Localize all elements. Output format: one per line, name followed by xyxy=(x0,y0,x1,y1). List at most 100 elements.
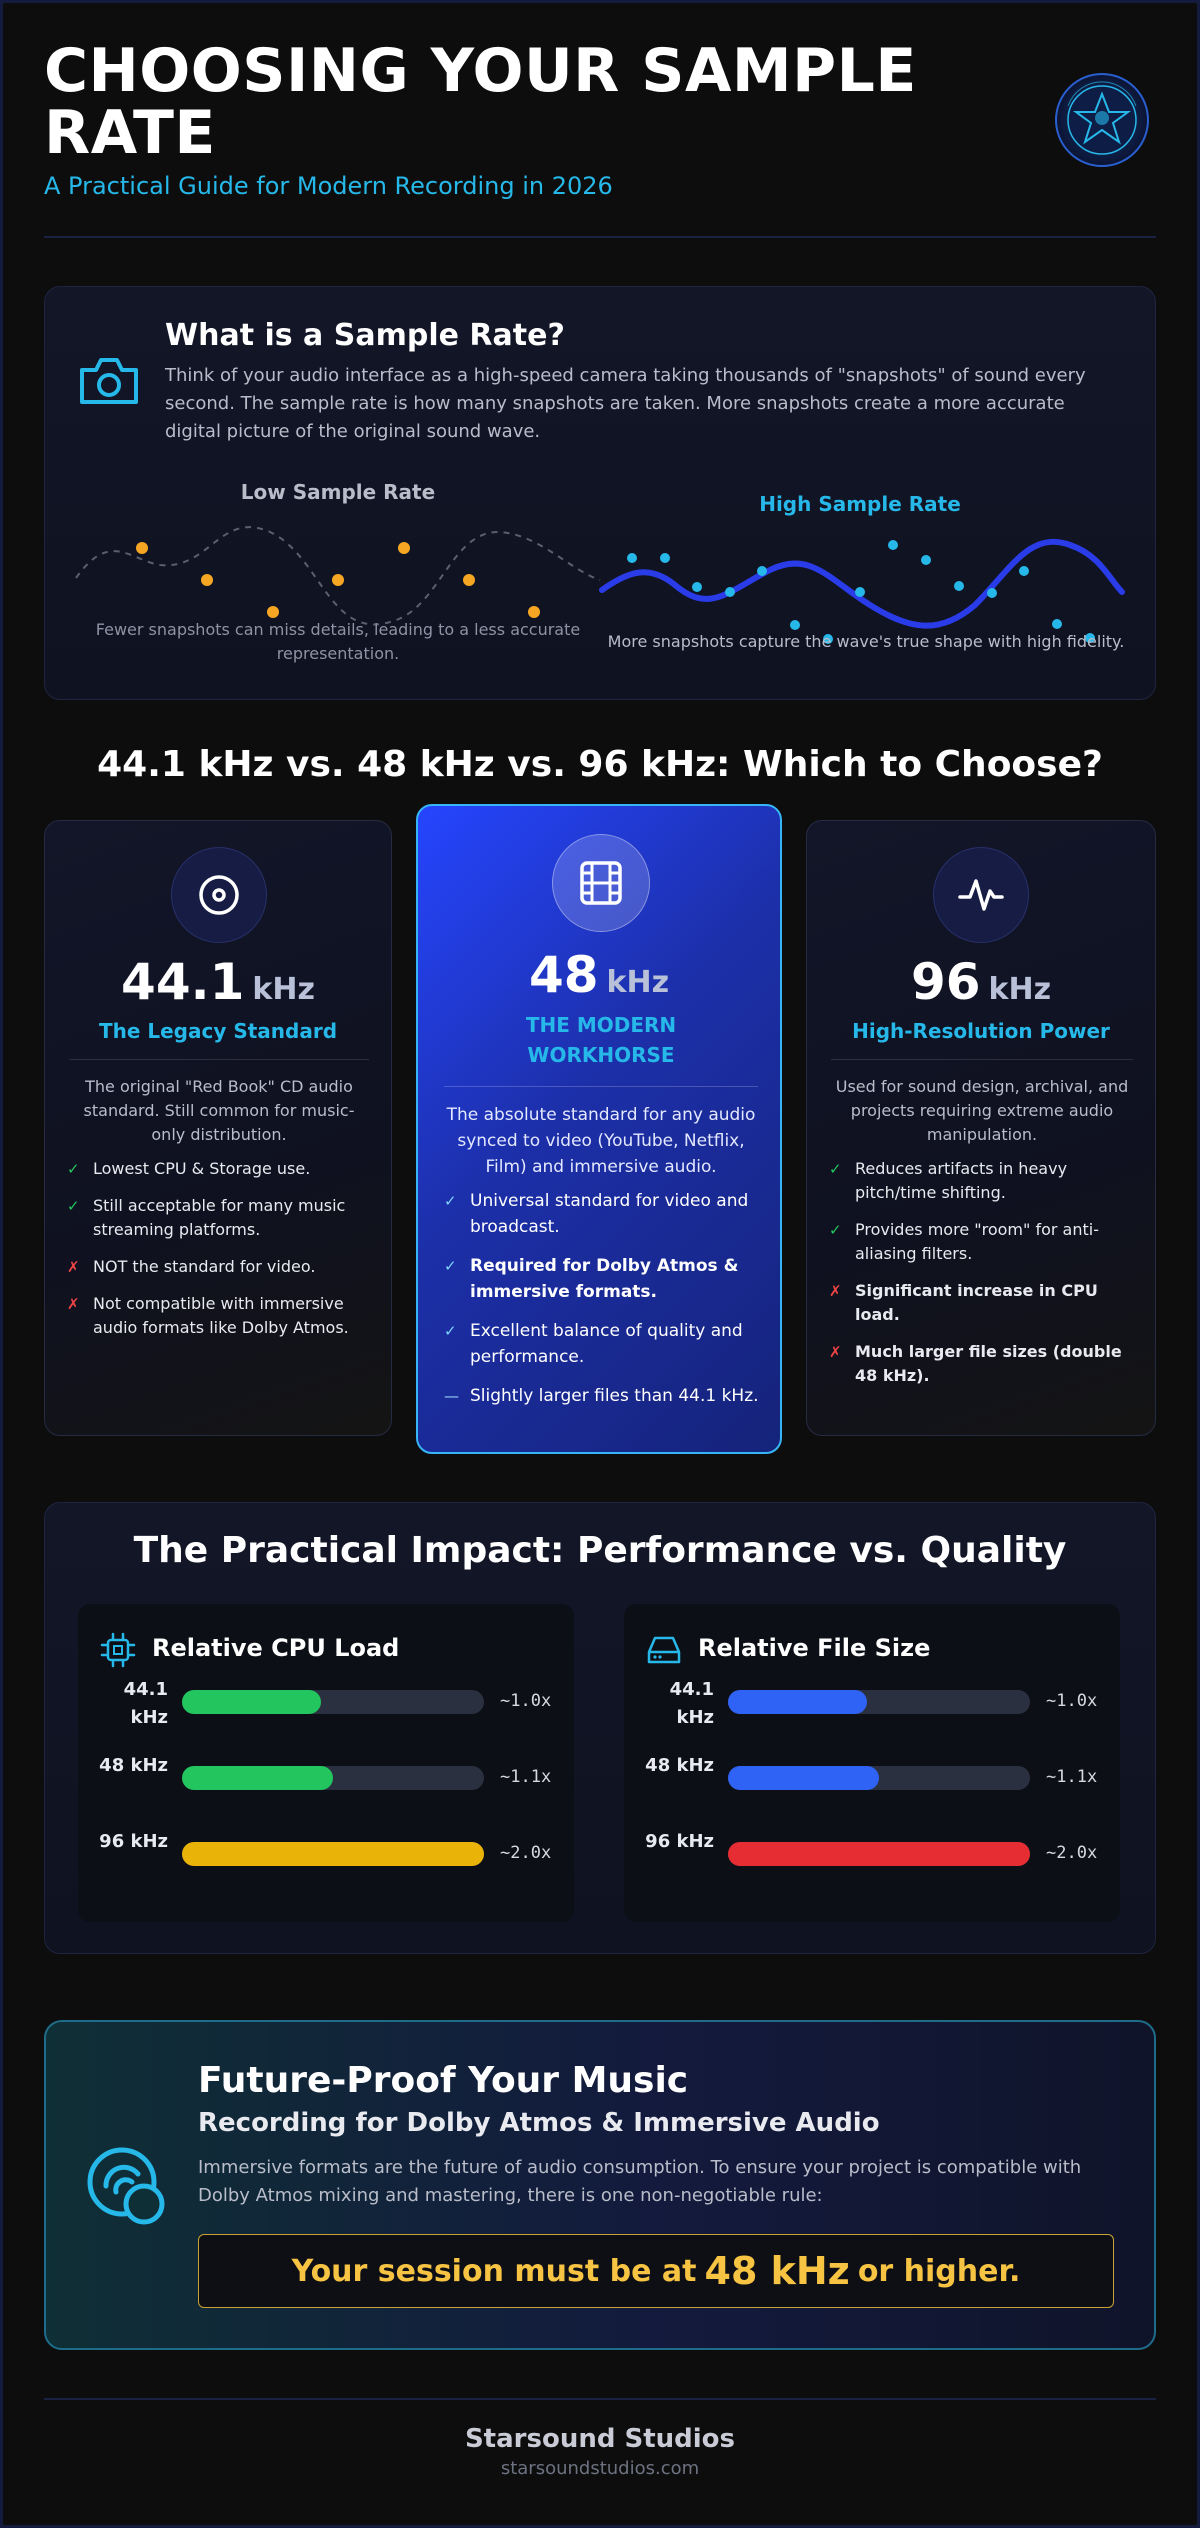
sample-dot xyxy=(790,620,800,630)
bar-value: ~1.1x xyxy=(1046,1767,1098,1787)
sample-dot xyxy=(725,587,735,597)
sample-dot xyxy=(463,574,475,586)
bar-value: ~2.0x xyxy=(500,1843,552,1863)
bar-label: 44.1 kHz xyxy=(669,1679,714,1728)
pro-item: ✓ Lowest CPU & Storage use. xyxy=(67,1159,311,1178)
cpu-load-title: Relative CPU Load xyxy=(152,1634,400,1662)
footer-divider xyxy=(44,2398,1156,2400)
immersive-audio-icon xyxy=(87,2147,165,2225)
rate-points: ✓ Lowest CPU & Storage use. ✓ Still accept… xyxy=(67,1157,367,1353)
rate-card-48: 48 kHz THE MODERN WORKHORSE The absolute … xyxy=(416,804,782,1454)
studio-logo xyxy=(1055,73,1149,167)
sample-dot xyxy=(954,581,964,591)
what-is-body: Think of your audio interface as a high-… xyxy=(165,365,1086,442)
page-title: CHOOSING YOUR SAMPLE RATE xyxy=(44,36,917,168)
con-item: ✗ Significant increase in CPU load. xyxy=(829,1281,1098,1324)
sample-dot xyxy=(528,606,540,618)
high-rate-caption: More snapshots capture the wave's true s… xyxy=(607,632,1125,651)
bar-fill xyxy=(182,1690,321,1714)
sample-dot xyxy=(1019,566,1029,576)
high-rate-wave xyxy=(599,538,1125,629)
bar-track xyxy=(182,1842,484,1866)
bar-track xyxy=(728,1690,1030,1714)
sample-dot xyxy=(823,634,833,644)
bar-value: ~1.0x xyxy=(1046,1691,1098,1711)
sample-dot xyxy=(136,542,148,554)
rule-rate: 48 kHz xyxy=(704,2249,850,2293)
bar-fill xyxy=(728,1690,867,1714)
compare-title: 44.1 kHz vs. 48 kHz vs. 96 kHz: Which to… xyxy=(97,744,1103,785)
bar-label: 96 kHz xyxy=(645,1831,714,1852)
future-subtitle: Recording for Dolby Atmos & Immersive Au… xyxy=(198,2108,880,2138)
card-divider xyxy=(831,1059,1133,1060)
footer-brand: Starsound Studios xyxy=(464,2424,736,2454)
sample-dot xyxy=(332,574,344,586)
sample-dot xyxy=(987,588,997,598)
impact-title: The Practical Impact: Performance vs. Qu… xyxy=(133,1530,1067,1571)
bar-value: ~1.1x xyxy=(500,1767,552,1787)
bar-fill xyxy=(182,1842,484,1866)
rate-description: The original "Red Book" CD audio standar… xyxy=(83,1077,355,1144)
cd-disc-icon xyxy=(171,847,267,943)
con-item: ✗ NOT the standard for video. xyxy=(67,1257,316,1276)
hard-drive-icon xyxy=(647,1636,681,1664)
bar-track xyxy=(728,1842,1030,1866)
high-rate-snapshots xyxy=(627,540,1095,644)
file-size-box: Relative File Size 44.1 kHz ~1.0x 48 kHz ~1… xyxy=(624,1604,1120,1922)
bar-fill xyxy=(728,1766,879,1790)
bar-track xyxy=(182,1690,484,1714)
sample-dot xyxy=(855,587,865,597)
pro-item: ✓ Still acceptable for many music streami… xyxy=(67,1196,346,1239)
con-item: ✗ Not compatible with immersive audio for… xyxy=(67,1294,349,1337)
bar-value: ~1.0x xyxy=(500,1691,552,1711)
bar-fill xyxy=(182,1766,333,1790)
rule-prefix: Your session must be at xyxy=(291,2253,697,2289)
sample-dot xyxy=(888,540,898,550)
sample-dot xyxy=(201,574,213,586)
rate-points: ✓ Universal standard for video and broadc… xyxy=(444,1188,762,1422)
bar-label: 44.1 kHz xyxy=(123,1679,168,1728)
future-title: Future-Proof Your Music xyxy=(198,2060,689,2101)
page-subtitle: A Practical Guide for Modern Recording i… xyxy=(44,172,613,200)
rule-suffix: or higher. xyxy=(857,2253,1021,2289)
future-body: Immersive formats are the future of audi… xyxy=(198,2157,1082,2206)
rate-name: High-Resolution Power xyxy=(852,1019,1110,1043)
bar-label: 48 kHz xyxy=(645,1755,714,1776)
sample-dot xyxy=(1052,619,1062,629)
card-divider xyxy=(444,1086,758,1087)
pro-item: ✓ Excellent balance of quality and perfor… xyxy=(444,1321,743,1367)
low-rate-label: Low Sample Rate xyxy=(240,480,436,504)
sample-dot xyxy=(267,606,279,618)
rate-value: 48 kHz xyxy=(528,946,670,1004)
rate-value: 44.1 kHz xyxy=(121,953,315,1011)
con-item: ✗ Much larger file sizes (double 48 kHz). xyxy=(829,1342,1122,1385)
activity-pulse-icon xyxy=(933,847,1029,943)
sample-rate-diagram xyxy=(75,526,1125,644)
rate-description: Used for sound design, archival, and pro… xyxy=(835,1077,1129,1144)
camera-icon xyxy=(80,358,138,404)
sample-dot xyxy=(1085,633,1095,643)
high-rate-label: High Sample Rate xyxy=(759,492,961,516)
rate-name: THE MODERN WORKHORSE xyxy=(525,1013,677,1067)
bar-value: ~2.0x xyxy=(1046,1843,1098,1863)
bar-track xyxy=(728,1766,1030,1790)
footer-url: starsoundstudios.com xyxy=(500,2458,700,2479)
file-size-title: Relative File Size xyxy=(698,1634,931,1662)
what-is-title: What is a Sample Rate? xyxy=(165,318,565,353)
cpu-chip-icon xyxy=(100,1632,136,1668)
rate-value: 96 kHz xyxy=(910,953,1052,1011)
rate-name: The Legacy Standard xyxy=(98,1019,338,1043)
sample-dot xyxy=(627,553,637,563)
bar-label: 48 kHz xyxy=(99,1755,168,1776)
bar-track xyxy=(182,1766,484,1790)
film-icon xyxy=(552,834,650,932)
header-divider xyxy=(44,236,1156,238)
rate-card-96: 96 kHz High-Resolution Power Used for sou… xyxy=(806,820,1156,1436)
sample-dot xyxy=(692,582,702,592)
neutral-item: — Slightly larger files than 44.1 kHz. xyxy=(444,1386,759,1406)
low-rate-wave xyxy=(75,526,601,626)
pro-item: ✓ Required for Dolby Atmos & immersive fo… xyxy=(444,1256,739,1302)
low-rate-caption: Fewer snapshots can miss details, leadin… xyxy=(95,620,581,663)
sample-rate-rule-callout: Your session must be at 48 kHz or higher… xyxy=(198,2234,1114,2308)
